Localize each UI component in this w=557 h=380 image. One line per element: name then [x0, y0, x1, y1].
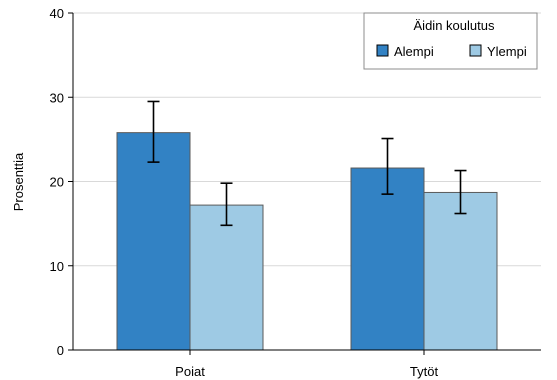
error-bars [147, 100, 467, 227]
y-tick-label: 0 [57, 343, 64, 358]
legend-label: Alempi [394, 44, 434, 59]
y-axis-title: Prosenttia [11, 152, 26, 211]
y-tick-label: 10 [50, 259, 64, 274]
bars [116, 132, 498, 351]
legend: Äidin koulutus Alempi Ylempi [363, 12, 538, 70]
x-tick-label: Tytöt [410, 364, 439, 379]
axes: 0 10 20 30 40 Poiat Tytöt [50, 6, 541, 379]
y-tick-label: 30 [50, 90, 64, 105]
legend-swatch [469, 44, 482, 57]
legend-label: Ylempi [487, 44, 527, 59]
legend-swatch [376, 44, 389, 57]
bar [423, 191, 498, 351]
x-tick-label: Poiat [175, 364, 205, 379]
y-tick-label: 40 [50, 6, 64, 21]
bar [189, 204, 264, 351]
bar [350, 167, 425, 351]
y-tick-label: 20 [50, 175, 64, 190]
legend-title: Äidin koulutus [414, 18, 495, 33]
legend-box [363, 12, 538, 70]
bar [116, 132, 191, 351]
